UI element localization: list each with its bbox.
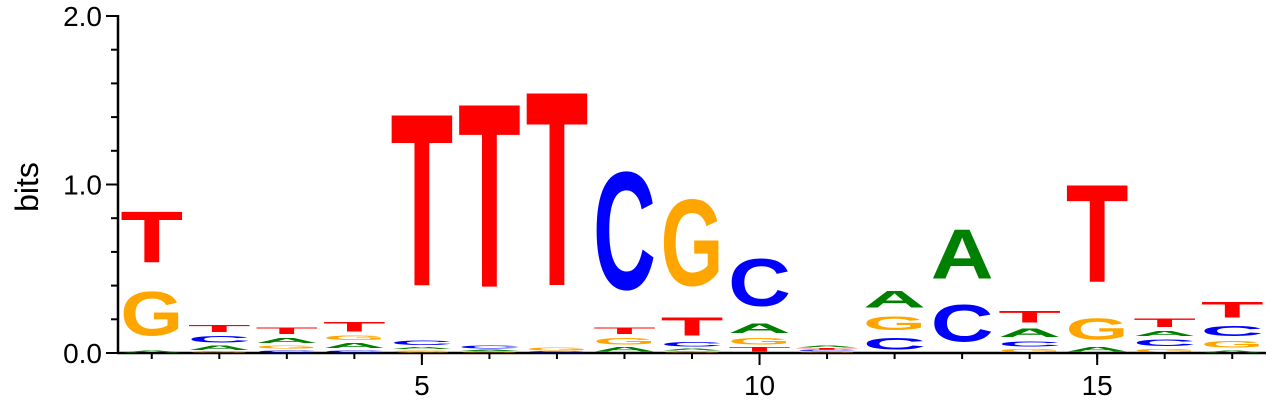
logo-letter-c: C — [863, 335, 926, 354]
logo-letter-g: G — [120, 279, 183, 350]
logo-letter-g: G — [728, 336, 791, 346]
logo-letter-c: C — [1201, 323, 1264, 340]
logo-letter-c: C — [188, 335, 251, 345]
logo-letter-a: A — [1066, 346, 1129, 353]
logo-letter-g: G — [1066, 312, 1129, 346]
logo-letter-a: A — [188, 345, 251, 352]
logo-letter-a: A — [1133, 329, 1196, 337]
logo-letter-t: T — [728, 346, 791, 353]
logo-letter-a: A — [390, 346, 453, 349]
logo-letter-g: G — [661, 175, 724, 312]
logo-letter-a: A — [458, 350, 521, 352]
y-tick-label: 2.0 — [63, 1, 102, 32]
logo-letter-c: C — [593, 138, 656, 325]
logo-letter-t: T — [120, 196, 183, 278]
logo-letter-c: C — [1133, 338, 1196, 348]
logo-letter-t: T — [1133, 316, 1196, 329]
logo-letter-g: G — [998, 348, 1061, 353]
logo-letter-g: G — [390, 350, 453, 353]
logo-letter-a: A — [863, 285, 926, 312]
logo-glyphs: AGTGACTCGATCAGTGACTGACTCGTAGTCGACTGTGACG… — [120, 34, 1263, 353]
logo-letter-c: C — [390, 340, 453, 347]
logo-letter-g: G — [188, 351, 251, 353]
logo-letter-c: C — [526, 351, 589, 353]
logo-letter-c: C — [323, 350, 386, 353]
logo-letter-t: T — [998, 307, 1061, 326]
logo-letter-g: G — [458, 351, 521, 353]
logo-letter-g: G — [796, 351, 859, 353]
logo-letter-a: A — [796, 345, 859, 348]
logo-letter-g: G — [863, 313, 926, 335]
logo-letter-a: A — [998, 326, 1061, 339]
logo-letter-g: G — [593, 336, 656, 346]
logo-letter-g: G — [323, 335, 386, 342]
x-ticks: 5 10 15 — [152, 353, 1232, 401]
logo-letter-a: A — [593, 346, 656, 353]
y-ticks: 0.0 1.0 2.0 — [63, 1, 118, 369]
logo-letter-t: T — [593, 326, 656, 336]
logo-letter-a: A — [728, 321, 791, 336]
logo-letter-c: C — [728, 244, 791, 320]
logo-letter-a: A — [255, 336, 318, 344]
y-tick-label: 0.0 — [63, 338, 102, 369]
logo-letter-g: G — [661, 351, 724, 353]
logo-letter-t: T — [1201, 297, 1264, 322]
logo-letter-a: A — [1201, 350, 1264, 353]
logo-letter-t: T — [796, 348, 859, 350]
logo-letter-a: A — [323, 341, 386, 349]
logo-letter-t: T — [188, 323, 251, 335]
logo-letter-a: A — [661, 348, 724, 351]
logo-letter-t: T — [526, 34, 589, 344]
x-tick-label: 10 — [744, 370, 775, 401]
logo-letter-a: A — [120, 350, 183, 353]
logo-letter-t: T — [1066, 156, 1129, 312]
logo-letter-g: G — [526, 346, 589, 351]
logo-letter-c: C — [998, 340, 1061, 348]
logo-letter-t: T — [390, 63, 453, 338]
logo-letter-c: C — [661, 341, 724, 348]
x-tick-label: 5 — [414, 370, 430, 401]
logo-letter-c: C — [458, 345, 521, 350]
logo-letter-g: G — [1133, 348, 1196, 353]
logo-letter-t: T — [458, 50, 521, 344]
y-axis-title: bits — [9, 162, 45, 212]
logo-letter-g: G — [1201, 340, 1264, 350]
logo-letter-t: T — [255, 326, 318, 336]
logo-letter-c: C — [796, 350, 859, 352]
y-tick-label: 1.0 — [63, 170, 102, 201]
x-tick-label: 15 — [1082, 370, 1113, 401]
logo-letter-g: G — [255, 345, 318, 350]
logo-letter-t: T — [323, 319, 386, 334]
logo-letter-a: A — [931, 214, 994, 293]
logo-letter-c: C — [255, 350, 318, 353]
logo-letter-c: C — [931, 295, 994, 354]
logo-letter-t: T — [661, 312, 724, 341]
